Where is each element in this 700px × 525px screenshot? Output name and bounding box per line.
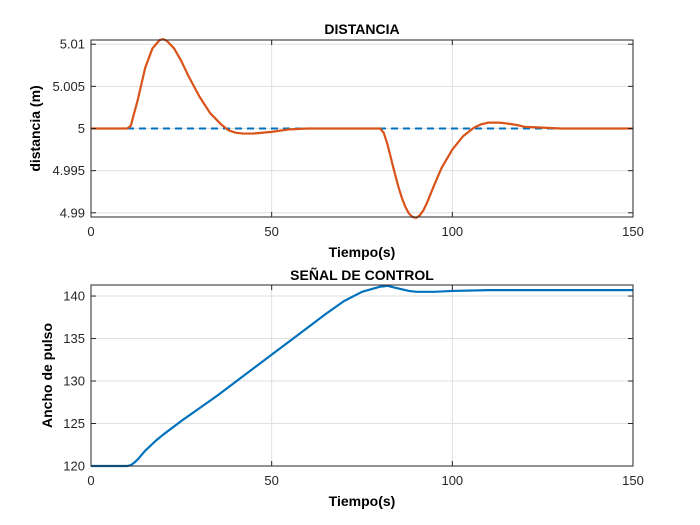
y-tick-label: 130 [63, 374, 85, 389]
x-tick-label: 150 [622, 224, 644, 239]
x-tick-label: 50 [264, 224, 278, 239]
y-tick-label: 140 [63, 289, 85, 304]
senal-de-control-chart: 0 50 100 150 120 125 130 135 140 SEÑAL DE CONTROL… [39, 266, 644, 509]
y-tick-label: 5 [78, 121, 85, 136]
x-tick-label: 100 [441, 473, 463, 488]
x-tick-label: 0 [87, 224, 94, 239]
series-line-0 [91, 284, 633, 468]
y-tick-label: 5.005 [52, 79, 85, 94]
y-axis-label: Ancho de pulso [39, 323, 55, 428]
x-tick-label: 150 [622, 473, 644, 488]
y-tick-label: 5.01 [60, 37, 85, 52]
y-axis-label: distancia (m) [27, 85, 43, 171]
chart-title: SEÑAL DE CONTROL [290, 266, 434, 283]
series-line-1 [91, 38, 633, 219]
x-tick-label: 100 [441, 224, 463, 239]
x-tick-label: 50 [264, 473, 278, 488]
y-tick-label: 135 [63, 331, 85, 346]
axes-box [90, 284, 634, 467]
x-axis-label: Tiempo(s) [329, 244, 396, 260]
x-tick-label: 0 [87, 473, 94, 488]
y-tick-label: 4.995 [52, 163, 85, 178]
plot-area [91, 285, 633, 466]
distancia-chart: 0 50 100 150 4.99 4.995 5 5.005 5.01 DISTANCIA Tie… [27, 21, 644, 260]
y-tick-label: 125 [63, 416, 85, 431]
y-tick-label: 120 [63, 459, 85, 474]
chart-title: DISTANCIA [324, 21, 399, 37]
y-tick-label: 4.99 [60, 205, 85, 220]
x-axis-label: Tiempo(s) [329, 493, 396, 509]
